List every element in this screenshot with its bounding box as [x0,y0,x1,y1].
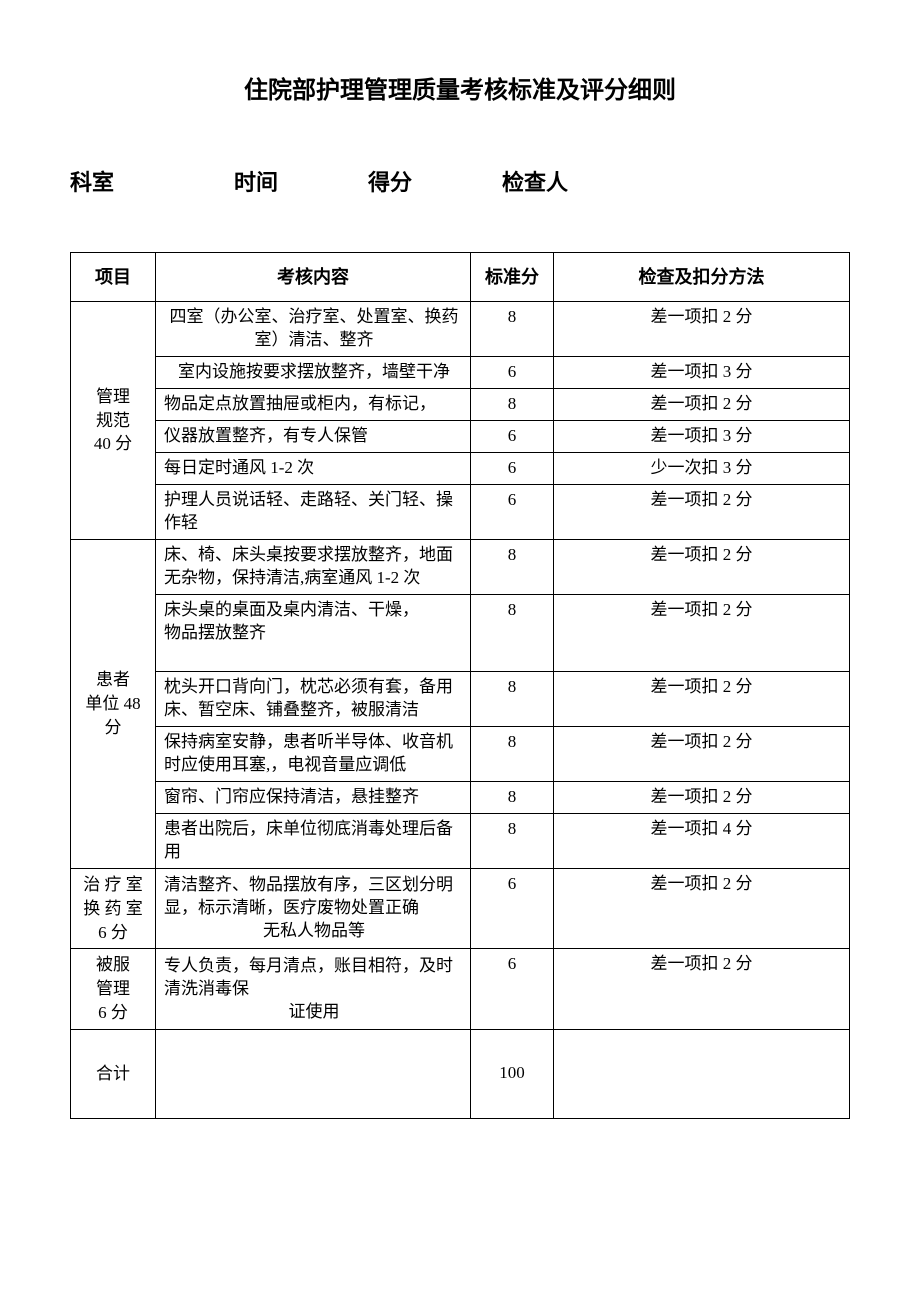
method-cell: 差一项扣 2 分 [554,484,850,539]
table-row: 每日定时通风 1-2 次6少一次扣 3 分 [71,452,850,484]
method-cell: 少一次扣 3 分 [554,452,850,484]
method-cell: 差一项扣 4 分 [554,814,850,869]
content-cell: 护理人员说话轻、走路轻、关门轻、操作轻 [156,484,471,539]
method-cell: 差一项扣 2 分 [554,302,850,357]
table-row: 物品定点放置抽屉或柜内，有标记，8差一项扣 2 分 [71,389,850,421]
method-cell: 差一项扣 2 分 [554,539,850,594]
content-cell: 每日定时通风 1-2 次 [156,452,471,484]
dept-label: 科室 [70,165,114,197]
content-cell: 仪器放置整齐，有专人保管 [156,421,471,453]
table-row: 室内设施按要求摆放整齐，墙壁干净6差一项扣 3 分 [71,357,850,389]
time-label: 时间 [234,165,278,197]
table-row: 保持病室安静，患者听半导体、收音机时应使用耳塞,，电视音量应调低8差一项扣 2 … [71,727,850,782]
header-category: 项目 [71,253,156,302]
content-cell: 窗帘、门帘应保持清洁，悬挂整齐 [156,782,471,814]
content-cell: 专人负责，每月清点，账目相符，及时清洗消毒保证使用 [156,949,471,1029]
method-cell: 差一项扣 2 分 [554,594,850,672]
page-title: 住院部护理管理质量考核标准及评分细则 [70,70,850,105]
assessment-table: 项目 考核内容 标准分 检查及扣分方法 管理规范40 分四室（办公室、治疗室、处… [70,252,850,1119]
total-row: 合计 100 [71,1029,850,1118]
category-cell: 被服管理6 分 [71,949,156,1029]
content-cell: 物品定点放置抽屉或柜内，有标记， [156,389,471,421]
content-cell: 患者出院后，床单位彻底消毒处理后备用 [156,814,471,869]
total-label: 合计 [71,1029,156,1118]
score-cell: 6 [471,357,554,389]
method-cell: 差一项扣 2 分 [554,727,850,782]
method-cell: 差一项扣 2 分 [554,869,850,949]
info-row: 科室 时间 得分 检查人 [70,165,850,197]
score-cell: 8 [471,539,554,594]
content-cell: 保持病室安静，患者听半导体、收音机时应使用耳塞,，电视音量应调低 [156,727,471,782]
content-cell: 床头桌的桌面及桌内清洁、干燥，物品摆放整齐 [156,594,471,672]
category-cell: 管理规范40 分 [71,302,156,540]
score-cell: 8 [471,594,554,672]
header-method: 检查及扣分方法 [554,253,850,302]
table-row: 管理规范40 分四室（办公室、治疗室、处置室、换药室）清洁、整齐8差一项扣 2 … [71,302,850,357]
table-row: 窗帘、门帘应保持清洁，悬挂整齐8差一项扣 2 分 [71,782,850,814]
category-cell: 患者单位 48分 [71,539,156,868]
method-cell: 差一项扣 3 分 [554,421,850,453]
method-cell: 差一项扣 2 分 [554,782,850,814]
method-cell: 差一项扣 3 分 [554,357,850,389]
score-label: 得分 [368,165,412,197]
method-cell: 差一项扣 2 分 [554,389,850,421]
table-row: 患者单位 48分床、椅、床头桌按要求摆放整齐，地面无杂物，保持清洁,病室通风 1… [71,539,850,594]
content-cell: 枕头开口背向门，枕芯必须有套，备用床、暂空床、铺叠整齐，被服清洁 [156,672,471,727]
content-cell: 清洁整齐、物品摆放有序，三区划分明显，标示清晰，医疗废物处置正确无私人物品等 [156,869,471,949]
score-cell: 8 [471,672,554,727]
score-cell: 8 [471,782,554,814]
content-cell: 床、椅、床头桌按要求摆放整齐，地面无杂物，保持清洁,病室通风 1-2 次 [156,539,471,594]
table-row: 被服管理6 分专人负责，每月清点，账目相符，及时清洗消毒保证使用6差一项扣 2 … [71,949,850,1029]
table-row: 护理人员说话轻、走路轻、关门轻、操作轻6差一项扣 2 分 [71,484,850,539]
score-cell: 8 [471,302,554,357]
score-cell: 8 [471,727,554,782]
method-cell: 差一项扣 2 分 [554,672,850,727]
score-cell: 6 [471,484,554,539]
inspector-label: 检查人 [502,165,568,197]
content-cell: 四室（办公室、治疗室、处置室、换药室）清洁、整齐 [156,302,471,357]
score-cell: 6 [471,869,554,949]
score-cell: 8 [471,389,554,421]
table-row: 枕头开口背向门，枕芯必须有套，备用床、暂空床、铺叠整齐，被服清洁8差一项扣 2 … [71,672,850,727]
score-cell: 6 [471,421,554,453]
content-cell: 室内设施按要求摆放整齐，墙壁干净 [156,357,471,389]
table-row: 治 疗 室换 药 室6 分清洁整齐、物品摆放有序，三区划分明显，标示清晰，医疗废… [71,869,850,949]
score-cell: 6 [471,452,554,484]
header-content: 考核内容 [156,253,471,302]
category-cell: 治 疗 室换 药 室6 分 [71,869,156,949]
total-content [156,1029,471,1118]
method-cell: 差一项扣 2 分 [554,949,850,1029]
total-score: 100 [471,1029,554,1118]
header-score: 标准分 [471,253,554,302]
table-row: 患者出院后，床单位彻底消毒处理后备用8差一项扣 4 分 [71,814,850,869]
total-method [554,1029,850,1118]
table-row: 仪器放置整齐，有专人保管6差一项扣 3 分 [71,421,850,453]
score-cell: 6 [471,949,554,1029]
header-row: 项目 考核内容 标准分 检查及扣分方法 [71,253,850,302]
score-cell: 8 [471,814,554,869]
table-row: 床头桌的桌面及桌内清洁、干燥，物品摆放整齐 8差一项扣 2 分 [71,594,850,672]
